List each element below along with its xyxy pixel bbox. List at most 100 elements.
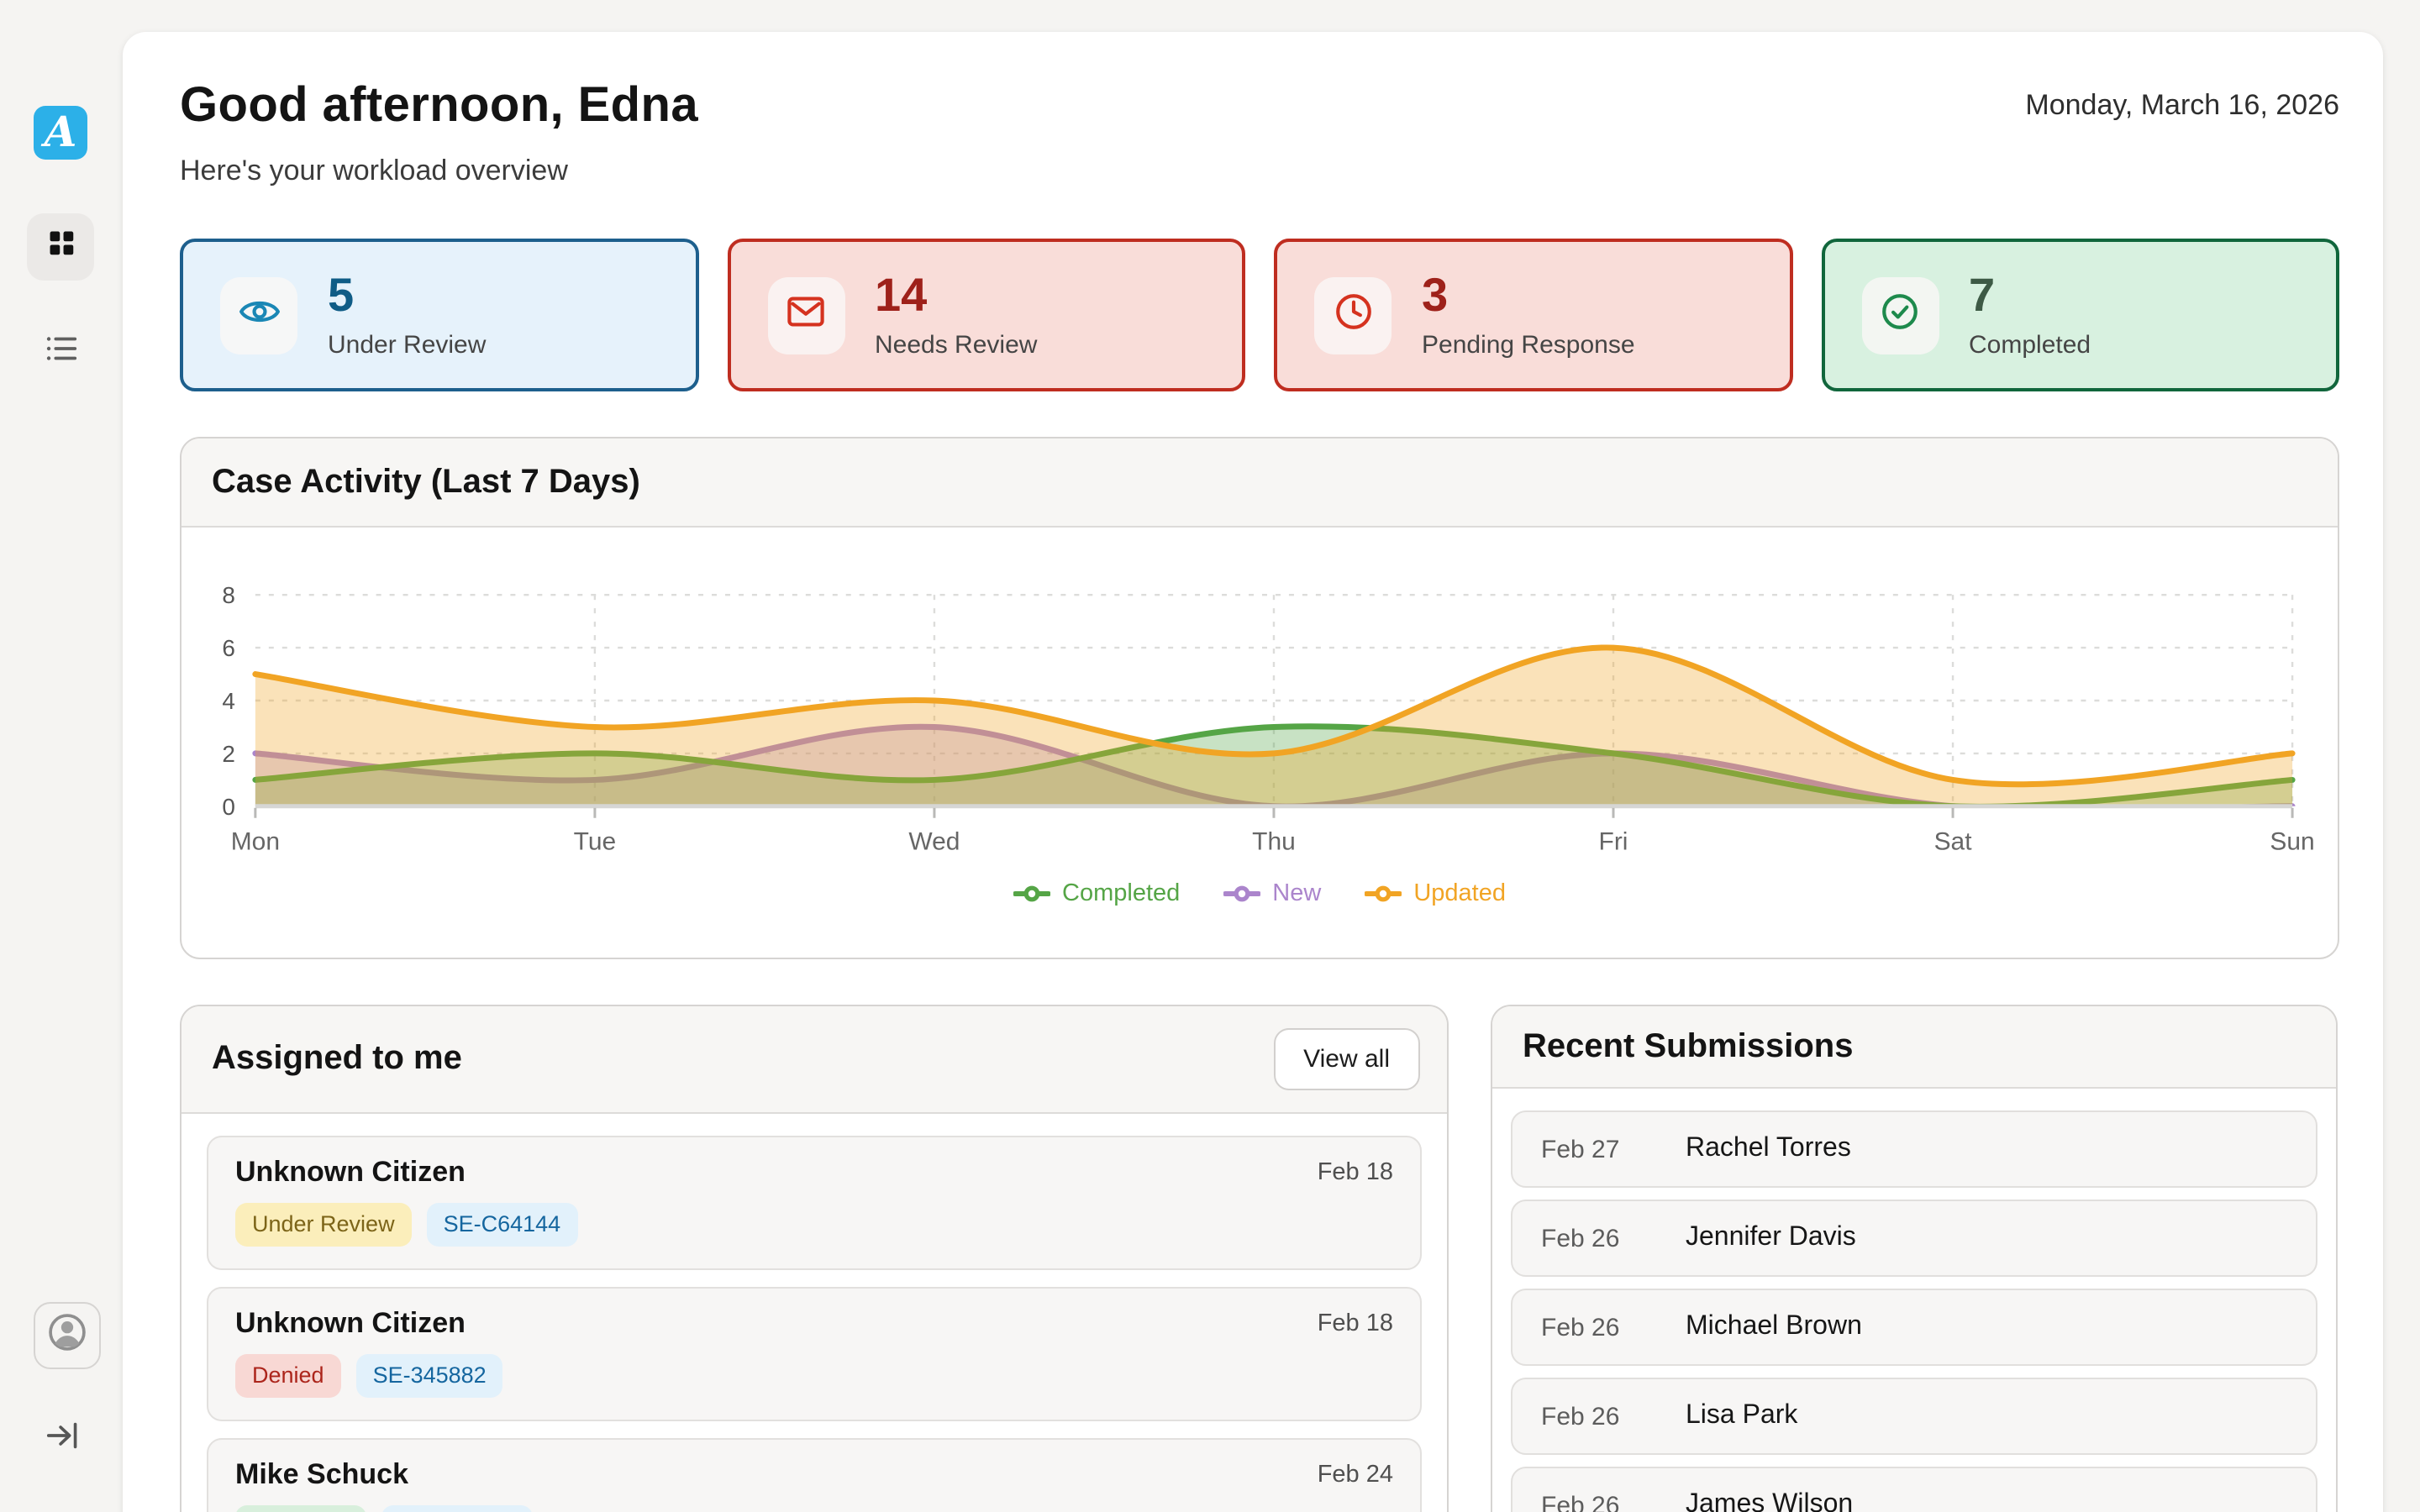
stat-icon-chip bbox=[1861, 276, 1939, 354]
case-activity-chart: 0 2 4 6 8 Mon Tue Wed Thu Fri Sat Sun Completed bbox=[182, 528, 2338, 907]
legend-item-new[interactable]: New bbox=[1223, 880, 1321, 907]
submission-date: Feb 27 bbox=[1541, 1135, 1620, 1163]
page-subtitle: Here's your workload overview bbox=[180, 155, 568, 186]
svg-text:Thu: Thu bbox=[1252, 828, 1296, 856]
submission-name: Jennifer Davis bbox=[1686, 1223, 1856, 1252]
assigned-title: Assigned to me bbox=[212, 1040, 462, 1077]
sidebar-item-list[interactable] bbox=[42, 329, 81, 376]
svg-text:Tue: Tue bbox=[574, 828, 616, 856]
svg-text:Sat: Sat bbox=[1934, 828, 1973, 856]
view-all-button[interactable]: View all bbox=[1273, 1028, 1420, 1090]
submission-date: Feb 26 bbox=[1541, 1402, 1620, 1431]
submission-row[interactable]: Feb 27 Rachel Torres bbox=[1511, 1110, 2317, 1188]
stat-value: 14 bbox=[875, 268, 928, 320]
svg-text:4: 4 bbox=[222, 688, 235, 714]
stat-label: Needs Review bbox=[875, 330, 1038, 359]
case-name: Mike Schuck bbox=[235, 1458, 408, 1491]
chart-title: Case Activity (Last 7 Days) bbox=[212, 463, 640, 500]
stat-label: Under Review bbox=[328, 330, 487, 359]
collapse-sidebar-button[interactable] bbox=[44, 1416, 82, 1463]
case-activity-panel: Case Activity (Last 7 Days) 0 2 4 6 8 Mon Tue W… bbox=[180, 437, 2339, 959]
stat-label: Completed bbox=[1969, 330, 2091, 359]
legend-marker-icon bbox=[1223, 885, 1261, 902]
legend-label: Updated bbox=[1413, 880, 1506, 907]
chart-canvas: 0 2 4 6 8 Mon Tue Wed Thu Fri Sat Sun bbox=[222, 582, 2314, 856]
mail-icon bbox=[785, 290, 827, 340]
svg-text:Fri: Fri bbox=[1599, 828, 1628, 856]
legend-marker-icon bbox=[1365, 885, 1402, 902]
svg-text:Mon: Mon bbox=[231, 828, 280, 856]
submission-name: Michael Brown bbox=[1686, 1312, 1862, 1341]
submission-name: James Wilson bbox=[1686, 1490, 1854, 1512]
legend-item-completed[interactable]: Completed bbox=[1013, 880, 1180, 907]
stat-card-under-review[interactable]: 5 Under Review bbox=[180, 239, 698, 391]
chart-panel-header: Case Activity (Last 7 Days) bbox=[182, 438, 2338, 528]
submission-row[interactable]: Feb 26 Jennifer Davis bbox=[1511, 1200, 2317, 1277]
recent-title: Recent Submissions bbox=[1523, 1027, 1854, 1064]
stat-card-pending-response[interactable]: 3 Pending Response bbox=[1274, 239, 1792, 391]
svg-text:0: 0 bbox=[222, 794, 235, 820]
stat-value: 5 bbox=[328, 268, 355, 320]
submission-date: Feb 26 bbox=[1541, 1313, 1620, 1341]
submission-date: Feb 26 bbox=[1541, 1224, 1620, 1252]
submission-row[interactable]: Feb 26 James Wilson bbox=[1511, 1467, 2317, 1512]
legend-label: New bbox=[1272, 880, 1322, 907]
current-date: Monday, March 16, 2026 bbox=[2025, 89, 2339, 121]
stat-card-completed[interactable]: 7 Completed bbox=[1821, 239, 2339, 391]
case-id-badge: SE-C64144 bbox=[426, 1203, 578, 1247]
stat-icon-chip bbox=[1314, 276, 1392, 354]
svg-text:Sun: Sun bbox=[2270, 828, 2314, 856]
stats-row: 5 Under Review 14 Needs Review bbox=[180, 239, 2339, 391]
avatar-icon bbox=[45, 1310, 89, 1362]
submission-date: Feb 26 bbox=[1541, 1491, 1620, 1512]
eye-icon bbox=[238, 290, 280, 340]
assigned-to-me-panel: Assigned to me View all Unknown Citizen … bbox=[180, 1005, 1449, 1512]
page-header: Good afternoon, Edna Here's your workloa… bbox=[180, 79, 2339, 188]
case-date: Feb 18 bbox=[1317, 1310, 1393, 1338]
clock-icon bbox=[1332, 290, 1374, 340]
recent-submissions-panel: Recent Submissions Feb 27 Rachel Torres … bbox=[1491, 1005, 2338, 1512]
recent-panel-header: Recent Submissions bbox=[1492, 1006, 2336, 1089]
svg-text:2: 2 bbox=[222, 741, 235, 767]
recent-submissions-list: Feb 27 Rachel Torres Feb 26 Jennifer Dav… bbox=[1492, 1089, 2336, 1512]
bottom-row: Assigned to me View all Unknown Citizen … bbox=[180, 1005, 2339, 1512]
user-avatar-button[interactable] bbox=[34, 1302, 101, 1369]
check-circle-icon bbox=[1879, 290, 1921, 340]
legend-label: Completed bbox=[1062, 880, 1181, 907]
svg-text:6: 6 bbox=[222, 635, 235, 661]
case-name: Unknown Citizen bbox=[235, 1156, 466, 1188]
case-date: Feb 24 bbox=[1317, 1462, 1393, 1489]
status-badge: Under Review bbox=[235, 1203, 412, 1247]
stat-icon-chip bbox=[767, 276, 844, 354]
case-item[interactable]: Unknown Citizen Feb 18 Under Review SE-C… bbox=[207, 1136, 1422, 1271]
legend-item-updated[interactable]: Updated bbox=[1365, 880, 1506, 907]
stat-label: Pending Response bbox=[1422, 330, 1635, 359]
submission-name: Lisa Park bbox=[1686, 1401, 1798, 1430]
case-item[interactable]: Mike Schuck Feb 24 Approved SE-B1A075 bbox=[207, 1438, 1422, 1512]
status-badge: Approved bbox=[235, 1505, 366, 1512]
stat-value: 3 bbox=[1422, 268, 1449, 320]
stat-icon-chip bbox=[220, 276, 297, 354]
case-id-badge: SE-345882 bbox=[355, 1354, 503, 1399]
case-name: Unknown Citizen bbox=[235, 1307, 466, 1340]
case-id-badge: SE-B1A075 bbox=[381, 1505, 534, 1512]
sidebar: A bbox=[0, 0, 123, 1512]
legend-marker-icon bbox=[1013, 885, 1051, 902]
app-logo-letter: A bbox=[44, 107, 77, 155]
stat-value: 7 bbox=[1969, 268, 1996, 320]
svg-text:Wed: Wed bbox=[908, 828, 960, 856]
sidebar-item-dashboard[interactable] bbox=[27, 213, 94, 281]
assigned-case-list: Unknown Citizen Feb 18 Under Review SE-C… bbox=[182, 1114, 1447, 1512]
case-item[interactable]: Unknown Citizen Feb 18 Denied SE-345882 bbox=[207, 1287, 1422, 1422]
assigned-panel-header: Assigned to me View all bbox=[182, 1006, 1447, 1114]
stat-card-needs-review[interactable]: 14 Needs Review bbox=[727, 239, 1245, 391]
grid-icon bbox=[45, 227, 76, 267]
status-badge: Denied bbox=[235, 1354, 341, 1399]
submission-row[interactable]: Feb 26 Lisa Park bbox=[1511, 1378, 2317, 1455]
submission-row[interactable]: Feb 26 Michael Brown bbox=[1511, 1289, 2317, 1366]
case-date: Feb 18 bbox=[1317, 1159, 1393, 1186]
app-logo[interactable]: A bbox=[34, 106, 87, 160]
page-title: Good afternoon, Edna bbox=[180, 79, 698, 133]
list-icon bbox=[42, 329, 81, 376]
